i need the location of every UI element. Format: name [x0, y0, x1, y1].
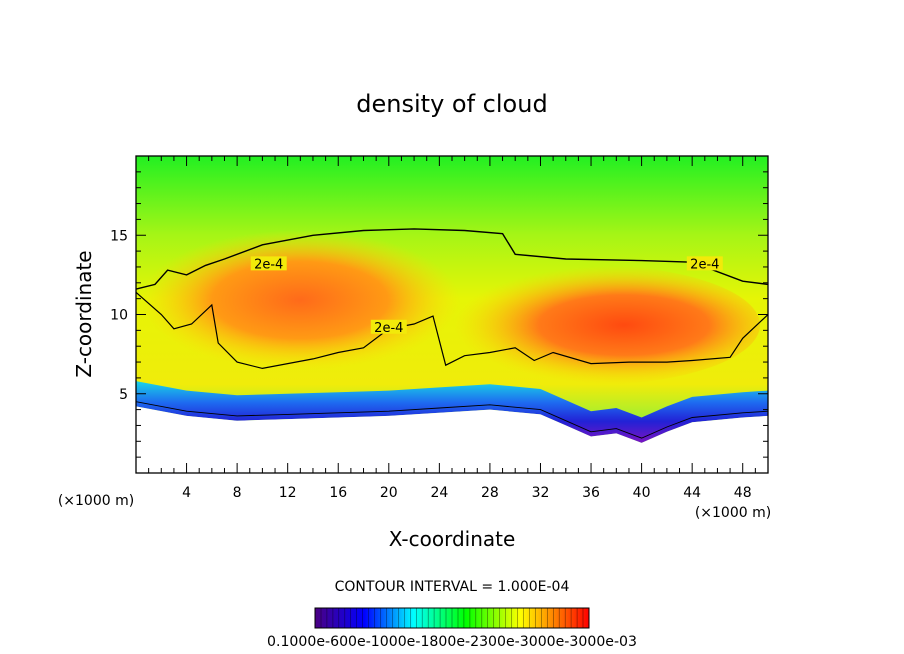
x-tick-label: 28 — [481, 485, 499, 501]
colorbar-labels: 0.1000e-600e-1000e-1800e-2300e-3000e-300… — [267, 634, 637, 650]
x-tick-label: 16 — [329, 485, 347, 501]
contour-interval-text: CONTOUR INTERVAL = 1.000E-04 — [335, 579, 570, 595]
x-tick-label: 40 — [633, 485, 651, 501]
x-tick-label: 12 — [279, 485, 297, 501]
contour-labels: 2e-4 2e-4 2e-4 — [250, 256, 723, 336]
contour-label: 2e-4 — [690, 257, 719, 272]
contour-label: 2e-4 — [374, 321, 403, 336]
z-unit-label: (×1000 m) — [58, 493, 134, 509]
x-tick-label: 24 — [430, 485, 448, 501]
contour-label-bg — [250, 256, 287, 271]
colorbar-stripes — [314, 608, 584, 628]
y-axis-label: Z-coordinate — [72, 250, 96, 377]
y-tick-label: 15 — [110, 228, 128, 244]
contour-line-2e-4-lower — [136, 291, 768, 370]
contour-line-2e-4-upper — [136, 228, 768, 290]
x-unit-label: (×1000 m) — [695, 505, 771, 521]
density-field — [136, 156, 768, 473]
colorbar: 0.1000e-600e-1000e-1800e-2300e-3000e-300… — [267, 607, 637, 650]
cloud-base-band — [136, 381, 768, 443]
y-tick-label: 5 — [119, 387, 128, 403]
contour-label: 2e-4 — [254, 257, 283, 272]
x-axis-label: X-coordinate — [389, 527, 516, 551]
cloud-free-region — [136, 406, 768, 473]
x-tick-label: 4 — [182, 485, 191, 501]
x-tick-label: 20 — [380, 485, 398, 501]
x-tick-label: 32 — [532, 485, 550, 501]
x-tick-label: 44 — [683, 485, 701, 501]
contour-label-bg — [370, 319, 407, 334]
x-tick-label: 8 — [233, 485, 242, 501]
contour-label-bg — [686, 256, 723, 271]
x-tick-label: 48 — [734, 485, 752, 501]
y-tick-label: 10 — [110, 308, 128, 324]
x-tick-label: 36 — [582, 485, 600, 501]
contour-line-cloud-base — [136, 401, 768, 439]
colorbar-frame — [314, 607, 590, 629]
chart-title: density of cloud — [356, 90, 547, 118]
